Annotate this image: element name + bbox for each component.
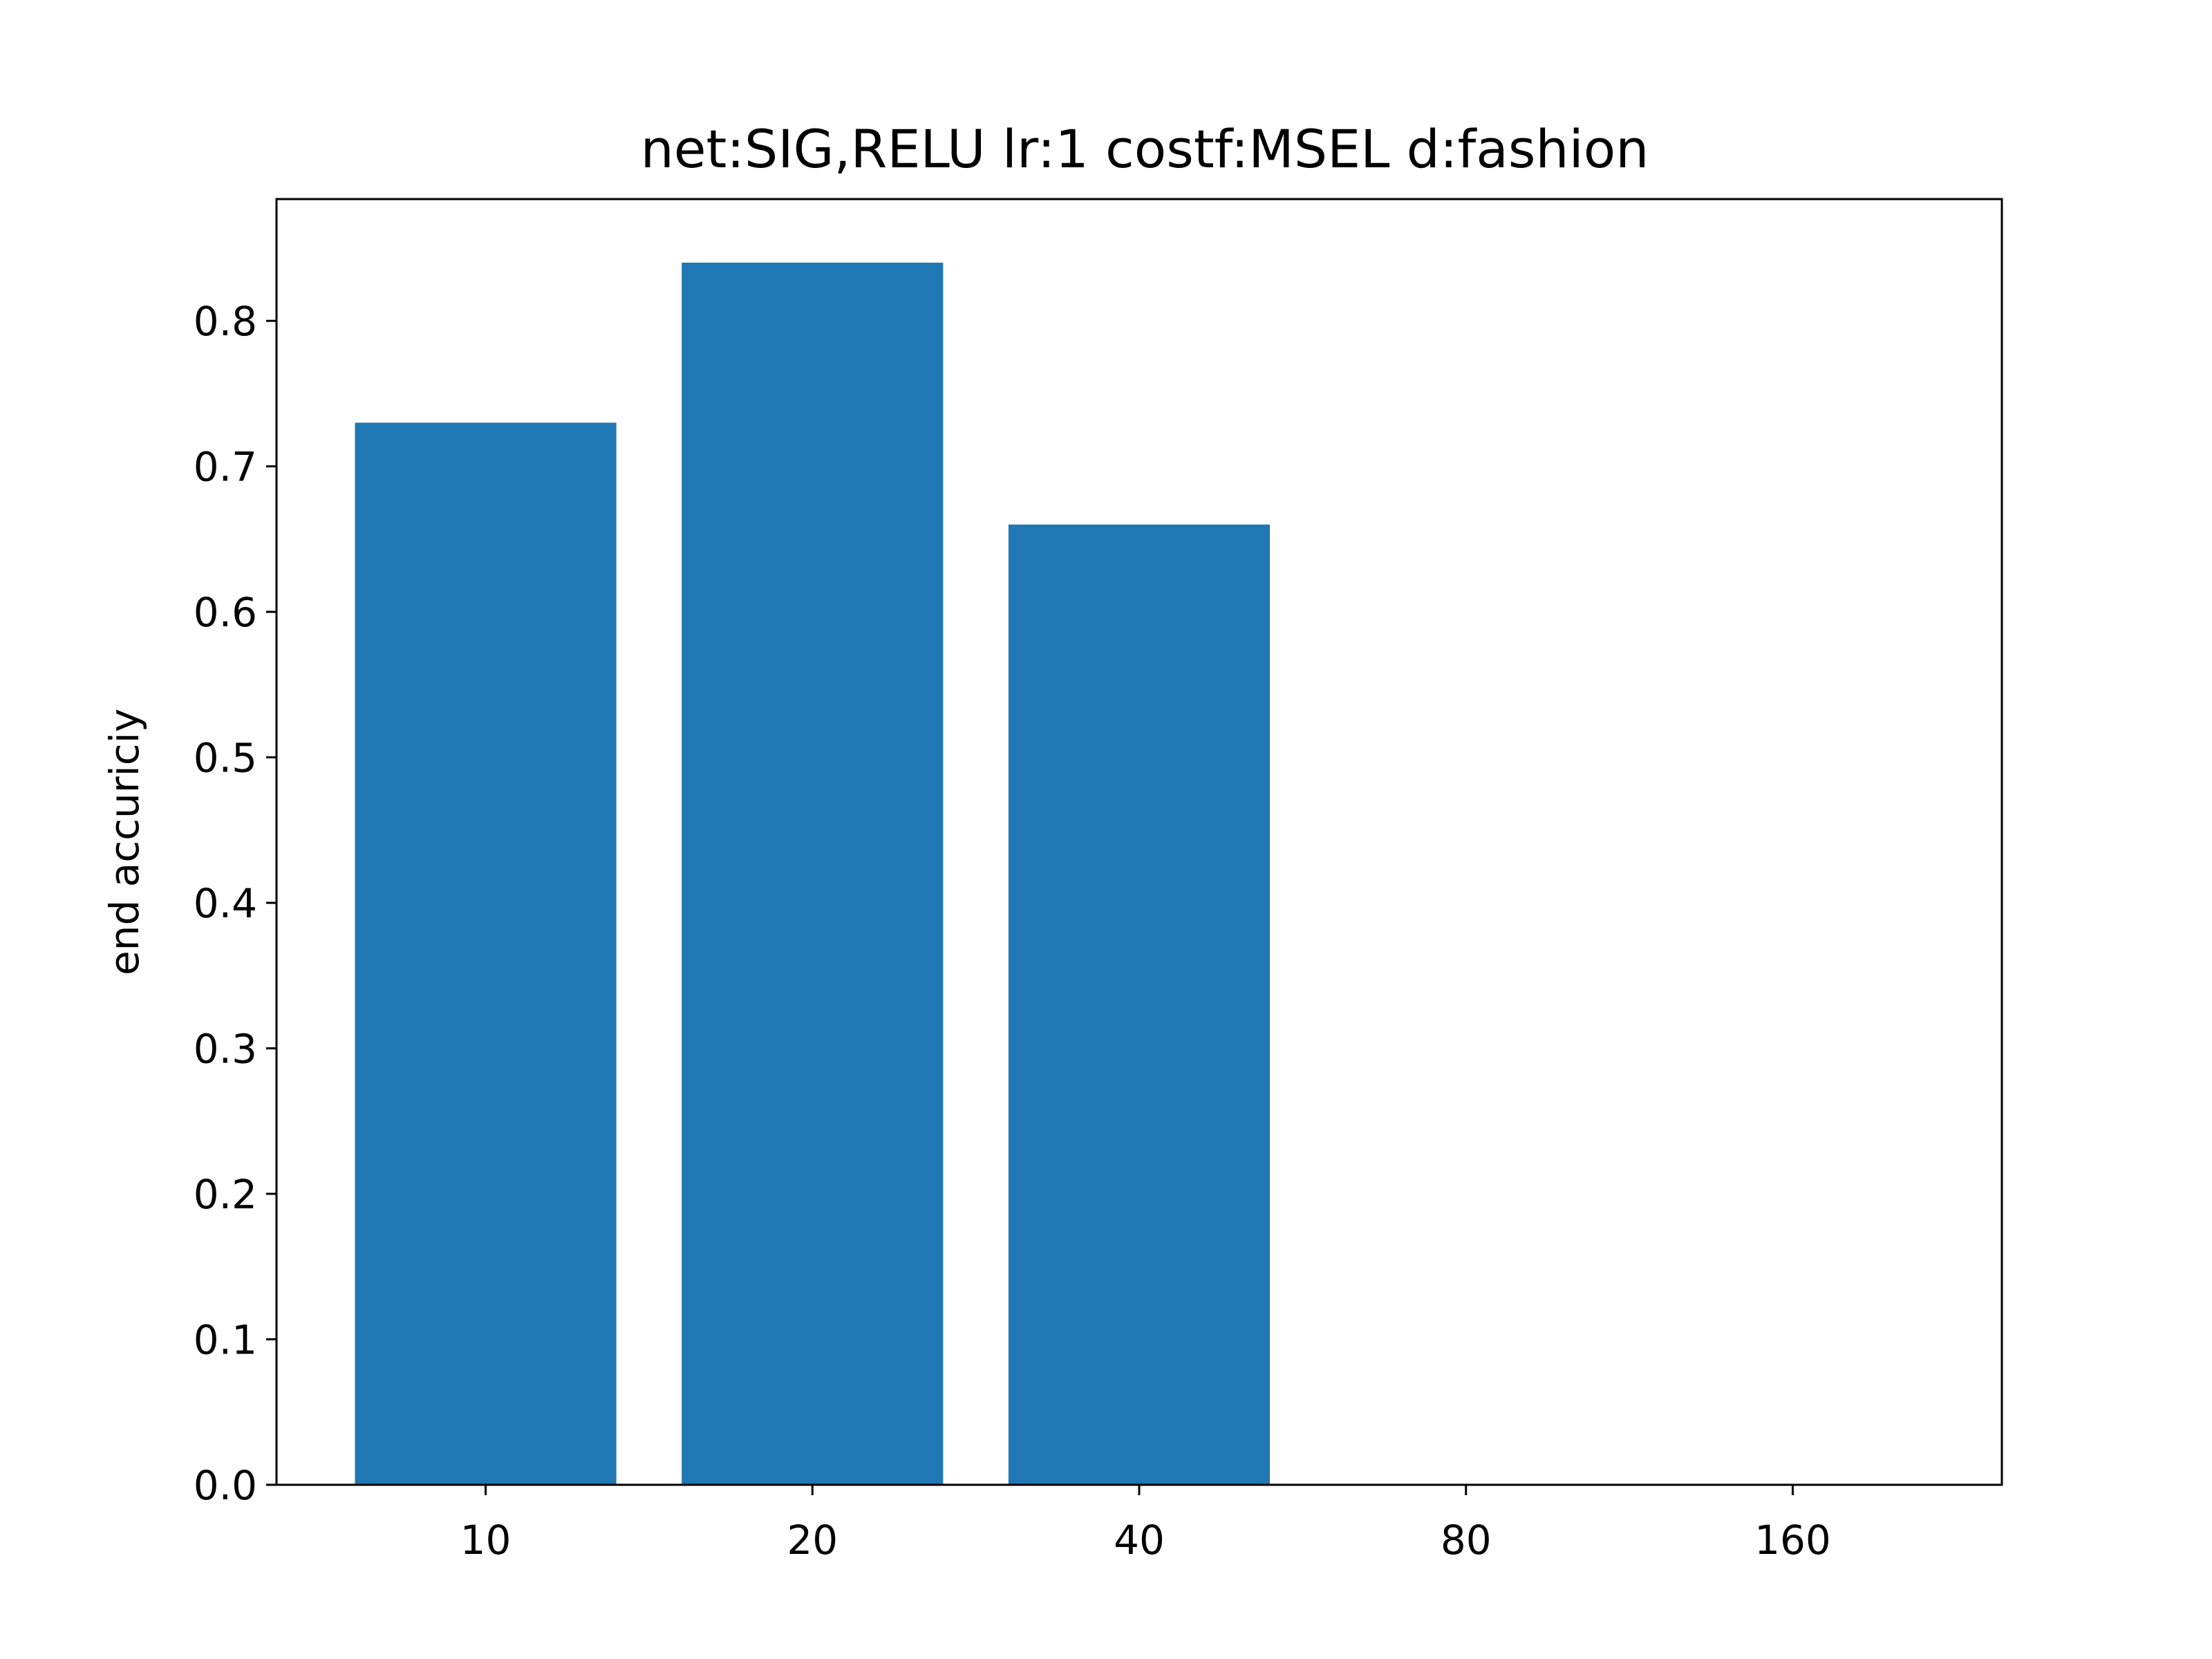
x-tick-label: 40 [1114, 1517, 1165, 1564]
x-tick-label: 80 [1441, 1517, 1492, 1564]
y-tick-label: 0.2 [194, 1171, 257, 1218]
y-tick-label: 0.0 [194, 1462, 257, 1509]
y-tick-label: 0.8 [194, 298, 257, 345]
chart-title: net:SIG,RELU lr:1 costf:MSEL d:fashion [641, 118, 1649, 180]
y-tick-label: 0.6 [194, 589, 257, 636]
y-tick-label: 0.1 [194, 1317, 257, 1364]
x-axis-ticks: 10 20 40 80 160 [460, 1485, 1831, 1564]
y-axis-ticks: 0.0 0.1 0.2 0.3 0.4 0.5 0.6 0.7 0.8 [194, 298, 276, 1509]
bar-20 [682, 262, 944, 1485]
x-tick-label: 10 [460, 1517, 512, 1564]
y-tick-label: 0.5 [194, 735, 257, 782]
y-tick-label: 0.4 [194, 880, 257, 927]
x-tick-label: 20 [787, 1517, 838, 1564]
y-tick-label: 0.7 [194, 444, 257, 491]
x-tick-label: 160 [1754, 1517, 1831, 1564]
plot-frame [275, 198, 2003, 1486]
y-tick-label: 0.3 [194, 1026, 257, 1073]
bars-group [355, 262, 1271, 1485]
bar-10 [355, 422, 617, 1485]
y-axis-label: end accuriciy [101, 709, 148, 975]
bar-40 [1008, 524, 1271, 1485]
